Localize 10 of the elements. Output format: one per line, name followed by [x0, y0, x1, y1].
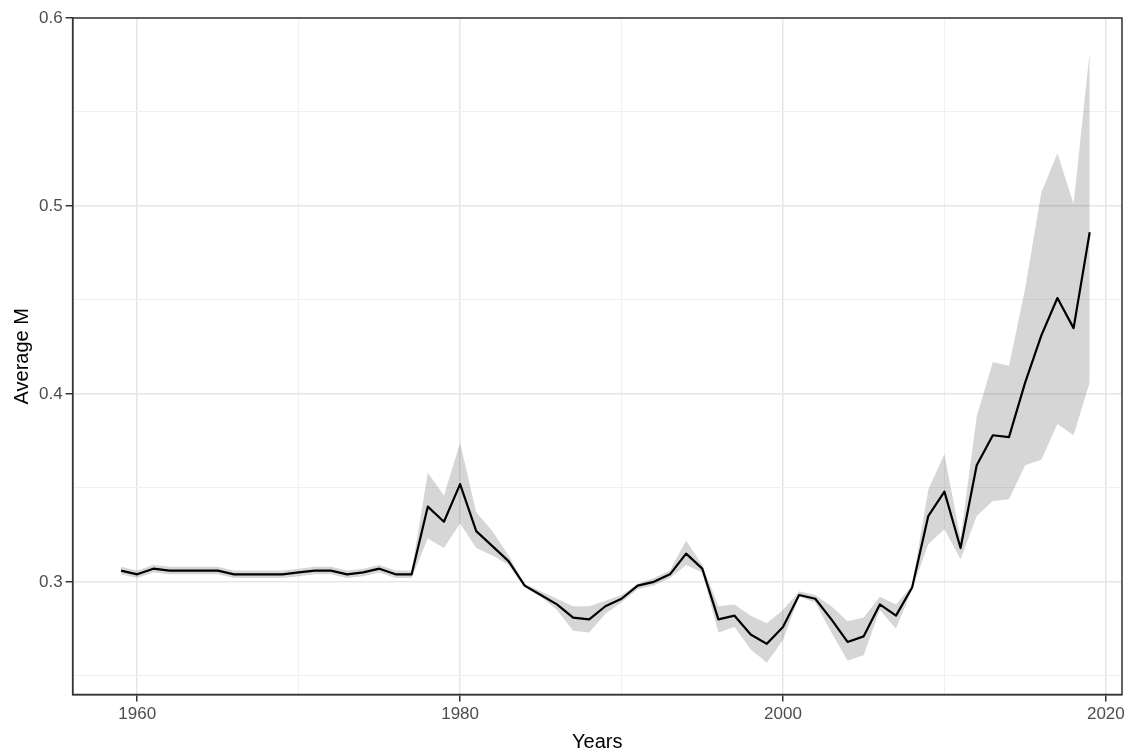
- x-axis-title: Years: [572, 729, 623, 752]
- x-tick-label: 1980: [441, 704, 480, 724]
- x-tick-label: 1960: [118, 704, 157, 724]
- y-tick-label: 0.5: [38, 195, 63, 215]
- y-tick-label: 0.4: [38, 383, 63, 403]
- y-axis-title: Average M: [9, 308, 32, 405]
- x-tick-label: 2020: [1086, 704, 1125, 724]
- y-tick-label: 0.6: [38, 7, 63, 27]
- x-tick-label: 2000: [764, 704, 802, 724]
- y-tick-label: 0.3: [38, 571, 63, 591]
